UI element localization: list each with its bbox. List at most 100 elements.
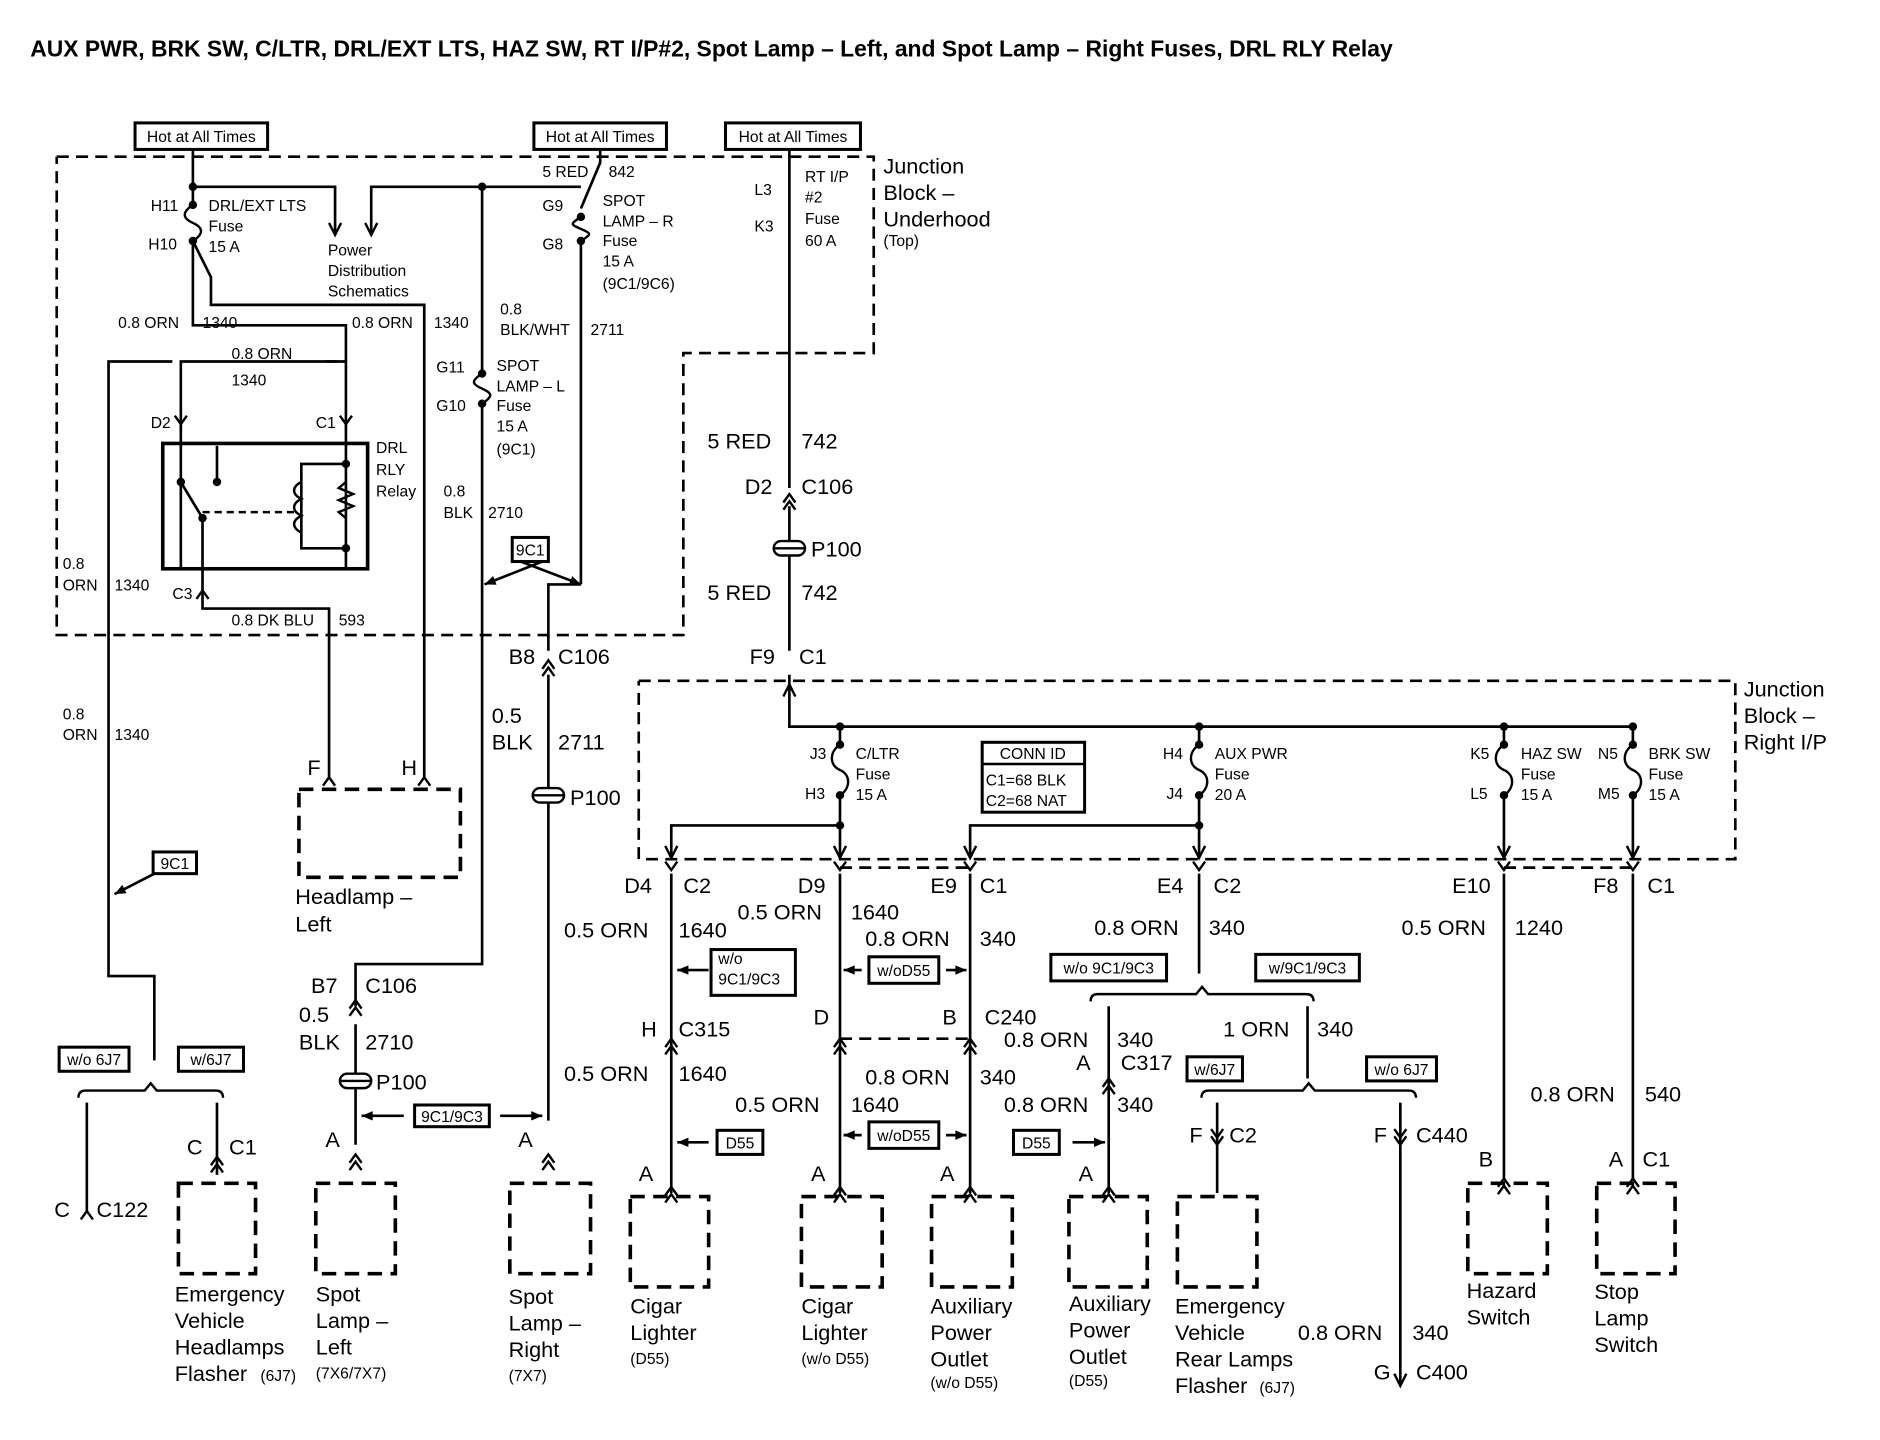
label-w5b: 593 — [339, 612, 365, 629]
label-er2: Vehicle — [1175, 1320, 1245, 1345]
connector-icon — [963, 1043, 978, 1056]
label-er3: Rear Lamps — [1175, 1346, 1293, 1371]
drl-relay-box — [160, 441, 370, 571]
label-sl4: (7X6/7X7) — [316, 1366, 387, 1383]
option-tag-box — [1185, 1055, 1244, 1083]
connector-icon — [1496, 1183, 1511, 1195]
connector-icon — [79, 1208, 94, 1221]
label-w4a: 0.8 — [63, 556, 85, 573]
label-c1a: C1 — [799, 644, 827, 669]
label-sra: A — [518, 1127, 533, 1152]
splice-dot — [576, 212, 586, 222]
connector-icon — [541, 658, 556, 670]
connector-icon — [782, 491, 797, 504]
label-a3: A — [940, 1161, 955, 1186]
option-tag-box — [510, 535, 550, 564]
label-w13c: 2710 — [365, 1030, 413, 1055]
relay-coil-icon — [292, 480, 305, 534]
label-jbu2: Block – — [883, 180, 955, 205]
label-spl2: LAMP – L — [497, 379, 566, 396]
label-rd2: D2 — [151, 415, 171, 432]
label-sla: A — [325, 1127, 340, 1152]
label-c315: C315 — [679, 1016, 731, 1041]
label-spl1: SPOT — [497, 358, 540, 375]
label-aw2: Power — [930, 1320, 991, 1345]
option-tag-box — [133, 121, 270, 151]
fuse-icon — [183, 203, 203, 243]
option-tag-box — [867, 1120, 941, 1150]
wire — [191, 241, 348, 422]
label-bk2: Fuse — [1649, 767, 1684, 784]
cigar-lighter-d55-component — [628, 1194, 711, 1289]
fuse-icon — [1623, 743, 1643, 797]
label-spr5: (9C1/9C6) — [603, 276, 675, 293]
connector-icon — [417, 775, 432, 787]
connector-icon — [963, 1192, 978, 1204]
label-c317: C317 — [1121, 1050, 1173, 1075]
label-ad1: Auxiliary — [1069, 1291, 1151, 1316]
conn-id-table: CONN ID C1=68 BLK C2=68 NAT — [980, 740, 1087, 814]
label-w3a: 0.8 ORN — [231, 346, 292, 363]
label-w9a: 0.8 — [444, 483, 466, 500]
label-jbr3: Right I/P — [1744, 730, 1827, 755]
label-rt4: 60 A — [805, 233, 837, 250]
connector-icon — [541, 1159, 556, 1171]
label-spr2: LAMP – R — [603, 214, 674, 231]
label-w19b: 340 — [1117, 1027, 1153, 1052]
option-tag-hot3: Hot at All Times — [739, 129, 848, 146]
wire — [547, 583, 581, 651]
label-hh: H — [401, 755, 417, 780]
option-tag-opt-d55-1: D55 — [726, 1135, 755, 1152]
connector-icon — [832, 1043, 847, 1056]
label-j4: J4 — [1167, 786, 1184, 803]
arrowhead-icon — [484, 575, 497, 585]
label-drl-f3: 15 A — [209, 239, 241, 256]
connector-icon — [1625, 1183, 1640, 1195]
option-tag-box — [1049, 952, 1169, 983]
label-aw4: (w/o D55) — [930, 1375, 998, 1392]
label-pds1: Power — [328, 242, 372, 259]
splice-dot — [188, 182, 198, 191]
label-sr3: Right — [509, 1337, 560, 1362]
splice-dot — [188, 236, 198, 246]
splice-dot — [1628, 722, 1638, 731]
connector-icon — [1210, 1135, 1225, 1147]
label-ch: H — [641, 1016, 657, 1041]
label-ca: A — [1076, 1050, 1091, 1075]
label-drl-f1: DRL/EXT LTS — [209, 198, 307, 215]
label-sl3: Left — [316, 1334, 352, 1359]
option-bracket — [1200, 1081, 1418, 1098]
label-w10a: 5 RED — [707, 428, 771, 453]
connector-icon — [832, 1036, 847, 1048]
label-sl2: Lamp – — [316, 1308, 389, 1333]
label-w1a: 0.8 ORN — [118, 315, 179, 332]
arrowhead-icon — [114, 884, 127, 895]
label-sr2: Lamp – — [509, 1310, 582, 1335]
label-w17a: 0.8 ORN — [1094, 915, 1178, 940]
wire — [192, 185, 337, 235]
diagram-title: AUX PWR, BRK SW, C/LTR, DRL/EXT LTS, HAZ… — [30, 36, 1393, 62]
label-w24b: 340 — [1117, 1092, 1153, 1117]
connector-icon — [322, 775, 337, 787]
fuse-icon — [571, 215, 591, 243]
connector-icon — [1101, 1184, 1116, 1197]
connector-icon — [1625, 860, 1640, 873]
wire — [354, 403, 484, 1007]
fuse-icon — [1189, 743, 1209, 797]
label-w6b: ORN — [63, 727, 98, 744]
label-rly2: RLY — [376, 462, 406, 479]
option-tag-box — [532, 121, 668, 151]
label-w24a: 0.8 ORN — [1004, 1092, 1088, 1117]
splice-dot — [1499, 740, 1509, 749]
label-ev1: Emergency — [175, 1281, 285, 1306]
connector-icon — [1101, 1083, 1116, 1095]
splice-dot — [1194, 722, 1204, 731]
splice-dot — [1499, 722, 1509, 731]
label-hl2: Left — [295, 911, 331, 936]
option-tag-opt-wod55-1: w/oD55 — [876, 963, 930, 980]
label-hf: F — [307, 755, 320, 780]
connector-icon — [963, 1036, 978, 1048]
label-rly1: DRL — [376, 440, 408, 457]
label-drl-f2: Fuse — [209, 218, 244, 235]
label-spl3: Fuse — [497, 398, 532, 415]
